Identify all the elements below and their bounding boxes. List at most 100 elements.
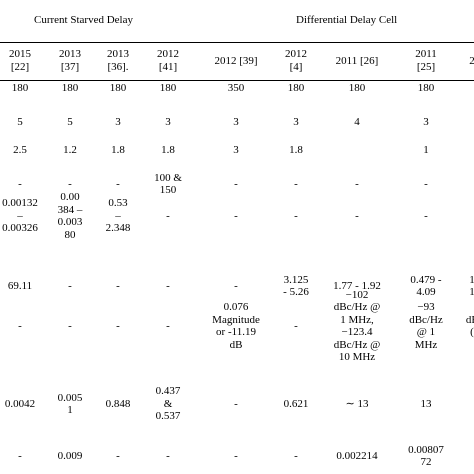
- table-cell: 1.77 - 1.92: [333, 279, 381, 292]
- table-cell: 1 1: [469, 273, 474, 299]
- column-header: 2011 [26]: [336, 55, 379, 68]
- table-cell: 3: [293, 115, 299, 128]
- column-header-ref: [37]: [60, 60, 80, 73]
- table-cell: 0.009: [57, 449, 83, 462]
- table-cell: 69.11: [7, 279, 33, 292]
- group-header-current-starved: Current Starved Delay: [34, 14, 133, 26]
- table-cell: 180: [417, 81, 435, 94]
- table-cell: 3: [423, 115, 429, 128]
- table-cell: 0.00132 – 0.00326: [2, 197, 38, 235]
- table-cell: -: [294, 209, 298, 222]
- table-cell: 1.8: [289, 143, 303, 156]
- column-header: 2011 [25]: [415, 48, 437, 73]
- table-cell: -: [116, 449, 120, 462]
- table-cell: 13: [420, 397, 432, 410]
- table-cell: 350: [227, 81, 245, 94]
- column-header-ref: [25]: [416, 60, 436, 73]
- column-header-year: 2013: [107, 48, 129, 60]
- column-header: 2013 [36].: [107, 48, 129, 73]
- table-cell: -: [68, 279, 72, 292]
- column-header-ref: [36].: [107, 60, 129, 73]
- table-cell: 0.002214: [336, 449, 378, 462]
- table-cell: 5: [17, 115, 23, 128]
- table-cell: -: [116, 279, 120, 292]
- table-cell: -: [424, 209, 428, 222]
- column-header: 2012 [4]: [285, 48, 307, 73]
- table-cell: 0.00 384 – 0.003 80: [57, 191, 83, 241]
- table-cell: -: [355, 177, 359, 190]
- table-cell: 180: [109, 81, 127, 94]
- table-cell: -: [116, 177, 120, 190]
- table-cell: 0.00807 72: [408, 443, 444, 469]
- table-cell: -: [68, 319, 72, 332]
- column-header-year: 2012: [285, 48, 307, 60]
- table-cell: 0.479 - 4.09: [410, 273, 442, 299]
- table-cell: -: [166, 319, 170, 332]
- table-cell: 1.8: [161, 143, 175, 156]
- table-cell: ∼ 13: [345, 397, 369, 410]
- table-cell: dE (: [465, 313, 474, 339]
- table-cell: -: [166, 209, 170, 222]
- table-cell: 0.848: [105, 397, 131, 410]
- column-header: 2012 [39]: [214, 55, 257, 68]
- table-cell: 3: [233, 115, 239, 128]
- table-cell: 0.076 Magnitude or -11.19 dB: [212, 301, 260, 351]
- table-cell: -: [166, 449, 170, 462]
- column-header: 2: [469, 55, 474, 68]
- table-cell: -: [166, 279, 170, 292]
- table-cell: 1: [423, 143, 429, 156]
- table-cell: -: [18, 177, 22, 190]
- column-header: 2013 [37]: [59, 48, 81, 73]
- table-cell: -: [234, 177, 238, 190]
- table-cell: -: [424, 177, 428, 190]
- table-cell: -: [294, 449, 298, 462]
- table-cell: -: [234, 397, 238, 410]
- column-header-ref: [4]: [289, 60, 303, 73]
- table-cell: -: [294, 177, 298, 190]
- column-header-year: 2011 [26]: [335, 55, 379, 67]
- group-header-differential: Differential Delay Cell: [296, 14, 398, 26]
- table-cell: 3: [115, 115, 121, 128]
- table-cell: 4: [354, 115, 360, 128]
- table-cell: 180: [159, 81, 177, 94]
- table-cell: -: [68, 177, 72, 190]
- column-header-year: 2013: [59, 48, 81, 60]
- table-cell: 3: [233, 143, 239, 156]
- column-header-ref: [22]: [10, 60, 30, 73]
- table-cell: -: [116, 319, 120, 332]
- column-header-year: 2012 [39]: [214, 55, 258, 67]
- column-header-year: 2015: [9, 48, 31, 60]
- table-cell: -: [355, 209, 359, 222]
- table-cell: 100 & 150: [154, 171, 182, 197]
- table-cell: 1.2: [63, 143, 77, 156]
- table-cell: 0.53 – 2.348: [105, 197, 131, 235]
- table-cell: 0.0042: [4, 397, 36, 410]
- table-cell: 1.8: [111, 143, 125, 156]
- column-header: 2015 [22]: [9, 48, 31, 73]
- table-cell: 3.125 - 5.26: [283, 273, 309, 299]
- header-bottom-rule: [0, 80, 474, 81]
- table-cell: 2.5: [13, 143, 27, 156]
- table-cell: 3: [165, 115, 171, 128]
- table-cell: -: [18, 449, 22, 462]
- table-cell: -: [234, 279, 238, 292]
- table-cell: 0.005 1: [57, 391, 83, 417]
- table-cell: −93 dBc/Hz @ 1 MHz: [409, 301, 443, 351]
- table-cell: 5: [67, 115, 73, 128]
- table-cell: 0.621: [283, 397, 309, 410]
- table-cell: -: [234, 449, 238, 462]
- table-cell: -: [294, 319, 298, 332]
- table-cell: 180: [61, 81, 79, 94]
- header-top-rule: [0, 42, 474, 43]
- column-header: 2012 [41]: [157, 48, 179, 73]
- table-cell: 0.437 & 0.537: [155, 385, 181, 423]
- table-cell: 180: [348, 81, 366, 94]
- column-header-year: 2012: [157, 48, 179, 60]
- table-cell: −102 dBc/Hz @ 1 MHz, −123.4 dBc/Hz @ 10 …: [333, 288, 381, 364]
- table-cell: 180: [11, 81, 29, 94]
- column-header-ref: [41]: [158, 60, 178, 73]
- column-header-year: 2: [469, 55, 474, 67]
- table-cell: -: [234, 209, 238, 222]
- table-cell: -: [18, 319, 22, 332]
- column-header-year: 2011: [415, 48, 437, 60]
